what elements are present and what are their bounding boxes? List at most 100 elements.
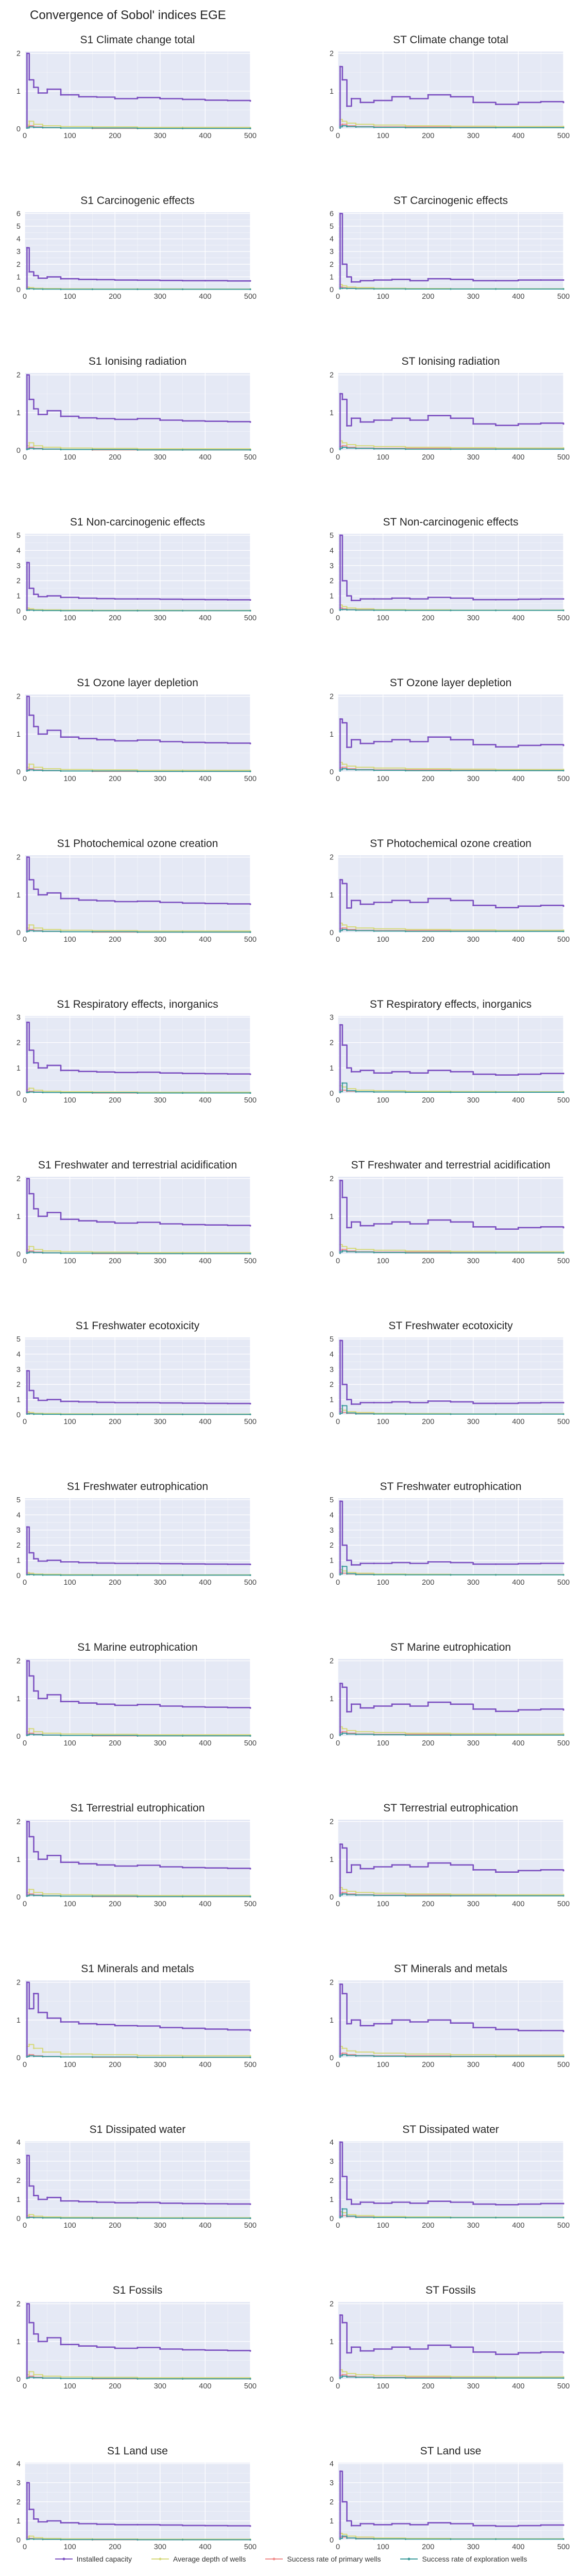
data-point-installed-capacity xyxy=(159,419,161,421)
data-point-success-rate-of-exploration-wells xyxy=(562,2056,564,2058)
data-point-installed-capacity xyxy=(159,598,161,600)
data-point-installed-capacity xyxy=(37,733,39,735)
data-point-installed-capacity xyxy=(159,1223,161,1225)
data-point-success-rate-of-primary-wells xyxy=(28,928,30,930)
data-point-installed-capacity xyxy=(339,1682,341,1685)
y-tick-label: 2 xyxy=(16,693,21,701)
x-tick-label: 100 xyxy=(376,2222,389,2230)
data-point-average-depth-of-wells xyxy=(346,1890,348,1892)
x-tick-label: 300 xyxy=(154,132,166,140)
x-tick-label: 400 xyxy=(199,2222,211,2230)
data-point-success-rate-of-exploration-wells xyxy=(355,1251,357,1253)
data-point-success-rate-of-exploration-wells xyxy=(495,2538,497,2540)
data-point-installed-capacity xyxy=(409,97,411,100)
data-point-success-rate-of-exploration-wells xyxy=(404,1413,407,1415)
data-point-installed-capacity xyxy=(136,1562,139,1565)
data-point-success-rate-of-exploration-wells xyxy=(404,1734,407,1736)
data-point-success-rate-of-exploration-wells xyxy=(32,1251,35,1253)
y-tick-label: 4 xyxy=(16,1350,21,1359)
data-point-installed-capacity xyxy=(28,1389,30,1392)
data-point-installed-capacity xyxy=(450,1401,452,1403)
data-point-success-rate-of-exploration-wells xyxy=(136,2056,139,2058)
x-tick-label: 500 xyxy=(244,1900,256,1908)
x-tick-label: 200 xyxy=(422,2061,434,2069)
x-tick-label: 0 xyxy=(23,2382,27,2391)
data-point-installed-capacity xyxy=(517,2203,520,2205)
data-point-success-rate-of-exploration-wells xyxy=(42,1252,44,1254)
data-point-success-rate-of-exploration-wells xyxy=(26,2377,28,2379)
series-line-installed-capacity xyxy=(339,1984,564,2058)
data-point-installed-capacity xyxy=(227,1073,229,1075)
data-point-installed-capacity xyxy=(450,96,452,98)
data-point-installed-capacity xyxy=(562,2352,564,2354)
data-point-installed-capacity xyxy=(427,1862,429,1864)
x-tick-label: 0 xyxy=(23,1739,27,1748)
data-point-installed-capacity xyxy=(373,99,375,101)
y-tick-label: 0 xyxy=(330,1733,334,1741)
data-point-success-rate-of-exploration-wells xyxy=(32,2377,35,2379)
x-tick-label: 100 xyxy=(63,614,76,622)
data-point-installed-capacity xyxy=(78,1401,80,1403)
data-point-installed-capacity xyxy=(96,598,98,600)
x-tick-label: 200 xyxy=(109,1096,121,1105)
data-point-success-rate-of-exploration-wells xyxy=(404,1252,407,1254)
data-point-average-depth-of-wells xyxy=(28,1727,30,1730)
data-point-success-rate-of-exploration-wells xyxy=(341,1893,344,1895)
data-point-success-rate-of-exploration-wells xyxy=(404,127,407,129)
data-point-success-rate-of-exploration-wells xyxy=(26,770,28,772)
y-tick-label: 3 xyxy=(16,562,21,570)
data-point-installed-capacity xyxy=(341,398,344,400)
x-tick-label: 500 xyxy=(557,132,570,140)
data-point-installed-capacity xyxy=(227,420,229,422)
data-point-success-rate-of-exploration-wells xyxy=(26,288,28,290)
data-point-installed-capacity xyxy=(562,598,564,600)
x-tick-label: 400 xyxy=(199,1739,211,1748)
data-point-installed-capacity xyxy=(339,878,341,881)
data-point-success-rate-of-exploration-wells xyxy=(136,931,139,933)
data-point-average-depth-of-wells xyxy=(60,2376,62,2378)
data-point-success-rate-of-exploration-wells xyxy=(60,1413,62,1416)
data-point-installed-capacity xyxy=(182,1563,184,1565)
x-tick-label: 0 xyxy=(336,293,340,301)
x-tick-label: 500 xyxy=(557,453,570,462)
data-point-average-depth-of-wells xyxy=(355,1248,357,1250)
data-point-installed-capacity xyxy=(60,1861,62,1863)
data-point-success-rate-of-exploration-wells xyxy=(136,288,139,291)
data-point-installed-capacity xyxy=(159,1866,161,1868)
data-point-success-rate-of-exploration-wells xyxy=(91,448,93,451)
data-point-success-rate-of-exploration-wells xyxy=(42,2377,44,2379)
y-tick-label: 2 xyxy=(330,854,334,862)
data-point-installed-capacity xyxy=(472,1226,474,1228)
data-point-installed-capacity xyxy=(341,1544,344,1546)
x-tick-label: 0 xyxy=(336,1418,340,1426)
y-tick-label: 5 xyxy=(330,1496,334,1504)
series-line-installed-capacity xyxy=(339,393,564,450)
series-line-installed-capacity xyxy=(339,1683,564,1736)
data-point-success-rate-of-exploration-wells xyxy=(495,1574,497,1576)
data-point-installed-capacity xyxy=(495,1074,497,1076)
data-point-average-depth-of-wells xyxy=(91,1733,93,1735)
data-point-installed-capacity xyxy=(136,2025,139,2027)
data-point-installed-capacity xyxy=(391,2019,393,2021)
x-tick-label: 100 xyxy=(63,1096,76,1105)
x-tick-label: 300 xyxy=(467,775,480,783)
data-point-installed-capacity xyxy=(46,410,48,412)
data-point-success-rate-of-exploration-wells xyxy=(341,125,344,127)
data-point-success-rate-of-exploration-wells xyxy=(60,288,62,291)
data-point-installed-capacity xyxy=(114,598,116,600)
y-tick-label: 3 xyxy=(16,248,21,256)
data-point-success-rate-of-exploration-wells xyxy=(32,609,35,612)
data-point-installed-capacity xyxy=(495,2353,497,2355)
y-tick-label: 4 xyxy=(16,235,21,244)
x-tick-label: 300 xyxy=(154,775,166,783)
y-tick-label: 2 xyxy=(16,1175,21,1183)
data-point-installed-capacity xyxy=(472,599,474,601)
y-tick-label: 2 xyxy=(16,1039,21,1047)
data-point-installed-capacity xyxy=(409,2348,411,2350)
x-tick-label: 400 xyxy=(512,1579,524,1587)
x-tick-label: 0 xyxy=(336,453,340,462)
y-tick-label: 4 xyxy=(330,1350,334,1359)
data-point-average-depth-of-wells xyxy=(182,2055,184,2057)
data-point-installed-capacity xyxy=(249,1868,251,1870)
data-point-success-rate-of-exploration-wells xyxy=(249,609,251,612)
